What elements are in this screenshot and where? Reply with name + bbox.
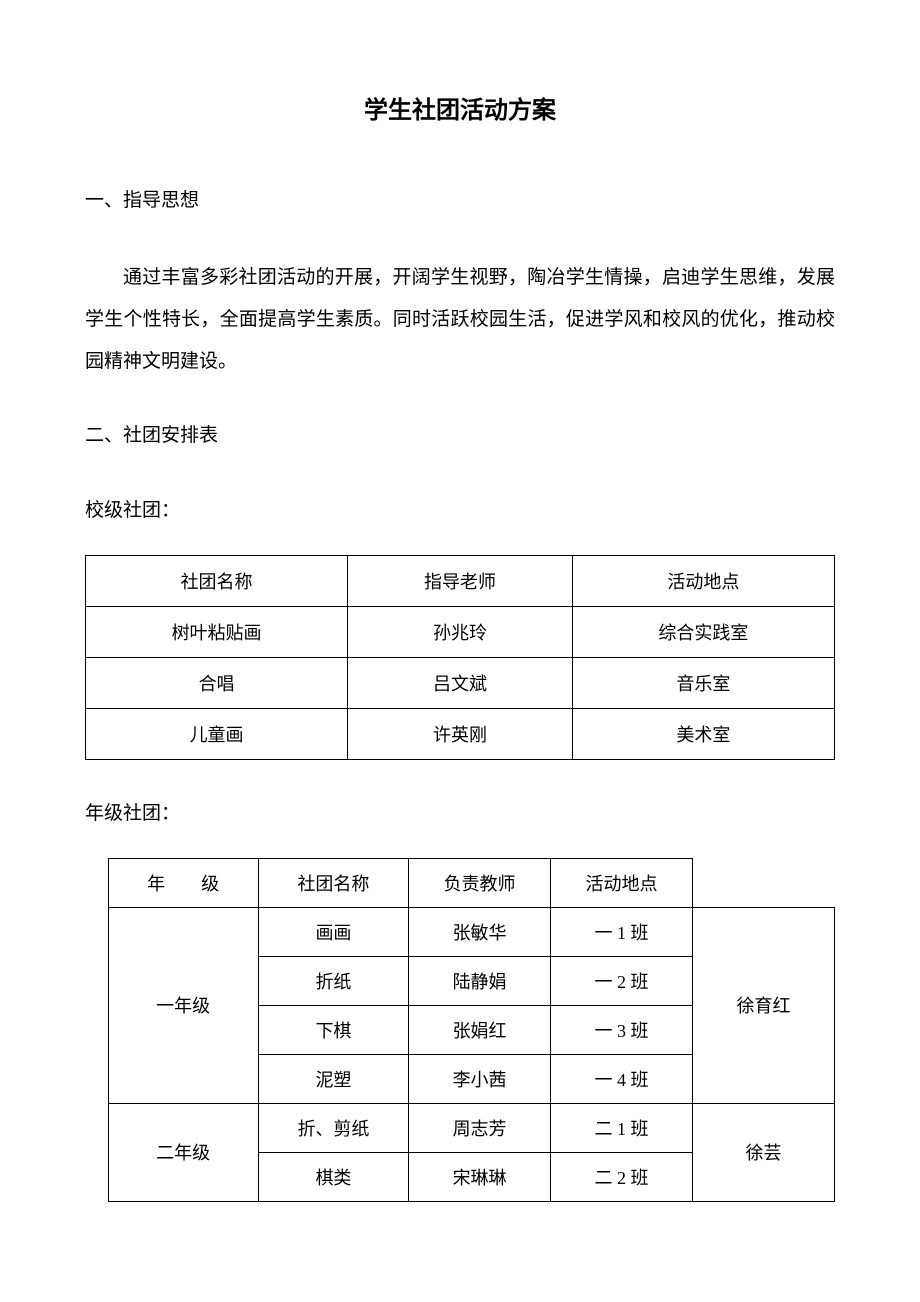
cell-name: 下棋 (258, 1005, 408, 1054)
cell-teacher: 许英刚 (348, 708, 573, 759)
section-2-heading: 二、社团安排表 (85, 418, 835, 454)
document-title: 学生社团活动方案 (85, 90, 835, 125)
col-header-name: 社团名称 (258, 858, 408, 907)
table-row: 树叶粘贴画 孙兆玲 综合实践室 (86, 606, 835, 657)
cell-grade: 一年级 (108, 907, 258, 1103)
cell-name: 合唱 (86, 657, 348, 708)
cell-grade: 二年级 (108, 1103, 258, 1201)
cell-location: 二 1 班 (551, 1103, 693, 1152)
grade-clubs-label: 年级社团： (85, 796, 835, 832)
table-header-row: 社团名称 指导老师 活动地点 (86, 555, 835, 606)
table-row: 儿童画 许英刚 美术室 (86, 708, 835, 759)
cell-supervisor: 徐芸 (693, 1103, 835, 1201)
col-header-teacher: 负责教师 (409, 858, 551, 907)
section-1-heading: 一、指导思想 (85, 183, 835, 219)
col-header-location: 活动地点 (572, 555, 834, 606)
cell-name: 树叶粘贴画 (86, 606, 348, 657)
cell-supervisor: 徐育红 (693, 907, 835, 1103)
cell-location: 一 2 班 (551, 956, 693, 1005)
cell-location: 音乐室 (572, 657, 834, 708)
col-header-grade: 年 级 (108, 858, 258, 907)
cell-teacher: 张娟红 (409, 1005, 551, 1054)
cell-teacher: 周志芳 (409, 1103, 551, 1152)
cell-location: 美术室 (572, 708, 834, 759)
cell-teacher: 陆静娟 (409, 956, 551, 1005)
table-row: 合唱 吕文斌 音乐室 (86, 657, 835, 708)
cell-teacher: 孙兆玲 (348, 606, 573, 657)
cell-name: 折、剪纸 (258, 1103, 408, 1152)
cell-name: 画画 (258, 907, 408, 956)
cell-teacher: 张敏华 (409, 907, 551, 956)
cell-name: 儿童画 (86, 708, 348, 759)
cell-location: 一 3 班 (551, 1005, 693, 1054)
section-1-body: 通过丰富多彩社团活动的开展，开阔学生视野，陶冶学生情操，启迪学生思维，发展学生个… (85, 257, 835, 382)
grade-clubs-table: 年 级 社团名称 负责教师 活动地点 一年级 画画 张敏华 一 1 班 徐育红 … (108, 858, 836, 1202)
col-header-supervisor (693, 858, 835, 907)
table-header-row: 年 级 社团名称 负责教师 活动地点 (108, 858, 835, 907)
school-clubs-label: 校级社团： (85, 493, 835, 529)
cell-location: 综合实践室 (572, 606, 834, 657)
table-row: 二年级 折、剪纸 周志芳 二 1 班 徐芸 (108, 1103, 835, 1152)
col-header-teacher: 指导老师 (348, 555, 573, 606)
cell-location: 一 1 班 (551, 907, 693, 956)
table-row: 一年级 画画 张敏华 一 1 班 徐育红 (108, 907, 835, 956)
school-clubs-table: 社团名称 指导老师 活动地点 树叶粘贴画 孙兆玲 综合实践室 合唱 吕文斌 音乐… (85, 555, 835, 760)
cell-name: 棋类 (258, 1152, 408, 1201)
cell-teacher: 李小茜 (409, 1054, 551, 1103)
cell-name: 泥塑 (258, 1054, 408, 1103)
cell-name: 折纸 (258, 956, 408, 1005)
cell-location: 一 4 班 (551, 1054, 693, 1103)
cell-teacher: 吕文斌 (348, 657, 573, 708)
col-header-location: 活动地点 (551, 858, 693, 907)
cell-location: 二 2 班 (551, 1152, 693, 1201)
col-header-name: 社团名称 (86, 555, 348, 606)
cell-teacher: 宋琳琳 (409, 1152, 551, 1201)
